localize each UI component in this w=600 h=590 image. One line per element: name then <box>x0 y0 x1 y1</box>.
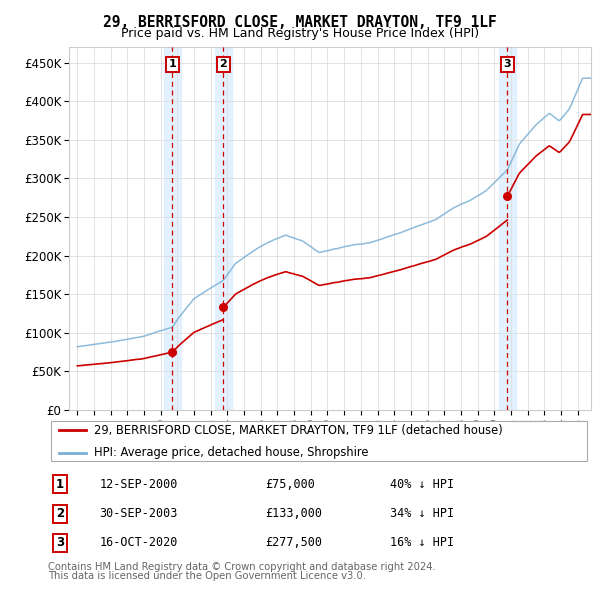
Text: Price paid vs. HM Land Registry's House Price Index (HPI): Price paid vs. HM Land Registry's House … <box>121 27 479 40</box>
Text: HPI: Average price, detached house, Shropshire: HPI: Average price, detached house, Shro… <box>94 446 368 459</box>
Text: 40% ↓ HPI: 40% ↓ HPI <box>390 478 454 491</box>
Text: 2: 2 <box>56 507 64 520</box>
Text: 29, BERRISFORD CLOSE, MARKET DRAYTON, TF9 1LF: 29, BERRISFORD CLOSE, MARKET DRAYTON, TF… <box>103 15 497 30</box>
Text: 1: 1 <box>56 478 64 491</box>
Text: 3: 3 <box>56 536 64 549</box>
Bar <box>164 47 181 410</box>
Text: 34% ↓ HPI: 34% ↓ HPI <box>390 507 454 520</box>
FancyBboxPatch shape <box>51 421 587 461</box>
Text: £277,500: £277,500 <box>265 536 322 549</box>
Text: 29, BERRISFORD CLOSE, MARKET DRAYTON, TF9 1LF (detached house): 29, BERRISFORD CLOSE, MARKET DRAYTON, TF… <box>94 424 503 437</box>
Text: £133,000: £133,000 <box>265 507 322 520</box>
Bar <box>215 47 232 410</box>
Text: 16% ↓ HPI: 16% ↓ HPI <box>390 536 454 549</box>
Text: 12-SEP-2000: 12-SEP-2000 <box>100 478 178 491</box>
Text: Contains HM Land Registry data © Crown copyright and database right 2024.: Contains HM Land Registry data © Crown c… <box>48 562 436 572</box>
Bar <box>499 47 516 410</box>
Text: 3: 3 <box>503 59 511 69</box>
Text: 30-SEP-2003: 30-SEP-2003 <box>100 507 178 520</box>
Text: £75,000: £75,000 <box>265 478 315 491</box>
Text: 16-OCT-2020: 16-OCT-2020 <box>100 536 178 549</box>
Text: This data is licensed under the Open Government Licence v3.0.: This data is licensed under the Open Gov… <box>48 571 366 581</box>
Text: 1: 1 <box>169 59 176 69</box>
Text: 2: 2 <box>220 59 227 69</box>
